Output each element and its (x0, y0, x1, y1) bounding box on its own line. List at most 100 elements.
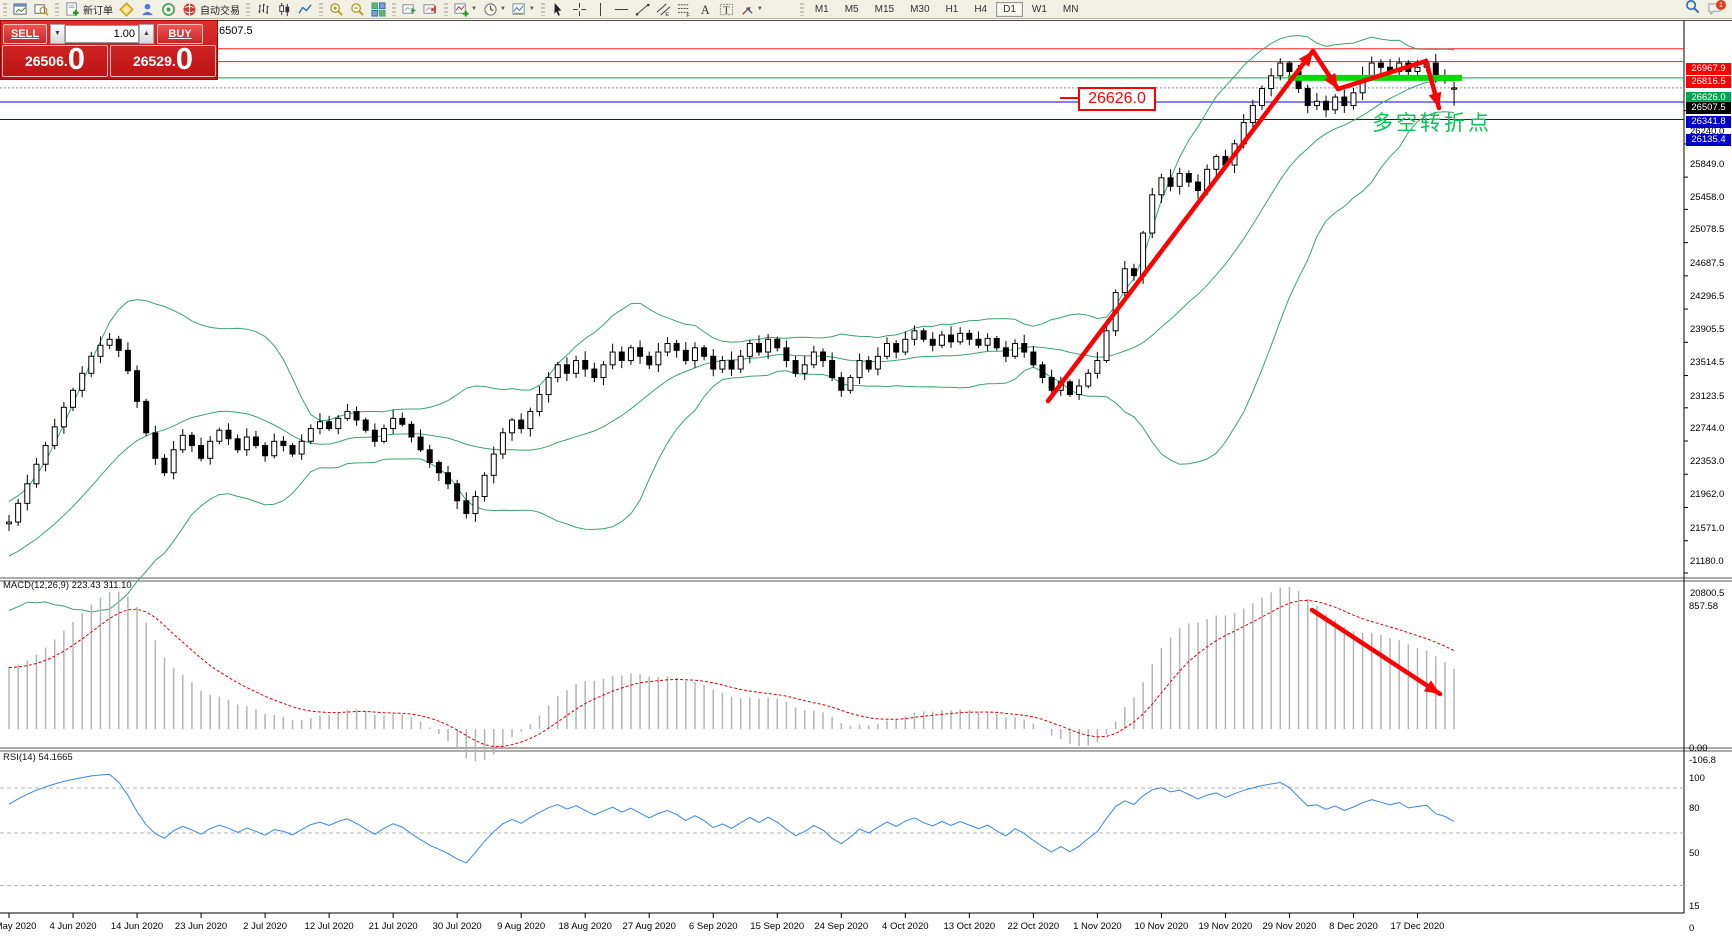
signals-button[interactable] (158, 1, 179, 18)
toolbar-right: 1 (1685, 0, 1732, 19)
date-label: 13 Oct 2020 (943, 921, 996, 932)
zoom-out-icon (350, 2, 365, 17)
timeframe-h1[interactable]: H1 (945, 3, 959, 15)
timeframe-m5[interactable]: M5 (844, 3, 859, 15)
new-order-button[interactable]: 新订单 (62, 1, 116, 18)
community-button[interactable] (137, 1, 158, 18)
timeframe-mn[interactable]: MN (1062, 3, 1079, 15)
timeframe-m30[interactable]: M30 (910, 3, 930, 15)
chart-shift-button[interactable] (420, 1, 441, 18)
date-label: 29 Nov 2020 (1262, 921, 1317, 932)
community-icon (140, 2, 155, 17)
bid-price[interactable]: 26506. 0 (2, 43, 108, 77)
metaeditor-button[interactable] (116, 1, 137, 18)
tile-windows-button[interactable] (368, 1, 389, 18)
candles-chart-button[interactable] (274, 1, 295, 18)
chevron-down-icon: ▼ (499, 6, 506, 12)
macd-label: MACD(12,26,9) 223.43 311.10 (3, 580, 132, 591)
volume-input[interactable] (65, 24, 139, 43)
templates-button[interactable]: ▼ (509, 1, 538, 18)
timeframe-m1[interactable]: M1 (814, 3, 829, 15)
zoom-in-button[interactable] (326, 1, 347, 18)
arrows-button[interactable]: ▼ (737, 1, 766, 18)
svg-text:T: T (723, 5, 730, 16)
trendline-icon (635, 2, 650, 17)
vline-button[interactable] (590, 1, 611, 18)
text-label-button[interactable]: T (716, 1, 737, 18)
chevron-down-icon: ▼ (471, 6, 477, 12)
timeframe-h4[interactable]: H4 (974, 3, 988, 15)
timeframe-w1[interactable]: W1 (1031, 3, 1047, 15)
new-chart-button[interactable] (10, 1, 31, 18)
new-chart-icon (13, 2, 28, 17)
autotrading-icon (182, 2, 197, 17)
axis-tick-label: 26240.0 (1690, 125, 1725, 137)
cursor-button[interactable] (548, 1, 569, 18)
autotrading-button[interactable]: 自动交易 (179, 1, 243, 18)
metaeditor-icon (119, 1, 134, 17)
notification-badge: 1 (1716, 0, 1726, 10)
date-label: 18 Aug 2020 (558, 921, 612, 932)
volume-increase-button[interactable]: ▲ (139, 23, 154, 44)
date-label: 27 Aug 2020 (622, 921, 676, 932)
date-label: 4 Oct 2020 (882, 921, 929, 932)
toolbar-grip (540, 2, 545, 16)
trendline-button[interactable] (632, 1, 653, 18)
price-tag: 26507.5 (1686, 101, 1731, 114)
text-button[interactable]: A (695, 1, 716, 18)
chart-window: ▴ JPN225-,Daily 26492.5 26577.5 26297.5 … (0, 20, 1732, 942)
toolbar-grip (3, 2, 7, 16)
timeframe-m15[interactable]: M15 (874, 3, 895, 15)
bars-chart-button[interactable] (253, 1, 274, 18)
buy-button[interactable]: BUY (157, 23, 203, 44)
axis-tick-label: 24296.5 (1690, 290, 1725, 302)
date-label: 26 May 2020 (0, 921, 37, 932)
price-callout-dash (1060, 97, 1078, 99)
ask-price[interactable]: 26529. 0 (110, 43, 216, 77)
date-label: 21 Jul 2020 (368, 921, 418, 932)
zoom-out-button[interactable] (347, 1, 368, 18)
svg-text:F: F (686, 13, 690, 17)
rsi-axis-label: 80 (1689, 803, 1700, 814)
toolbar-grip (319, 2, 323, 16)
chart-canvas[interactable] (0, 21, 1732, 942)
date-label: 22 Oct 2020 (1007, 921, 1060, 932)
rsi-value: 54.1665 (38, 752, 73, 763)
axis-tick-label: 25849.0 (1690, 158, 1725, 170)
rsi-axis-label: 0 (1689, 923, 1695, 934)
toolbar-grip (392, 2, 396, 16)
hline-button[interactable] (611, 1, 632, 18)
axis-tick-label: 22353.0 (1690, 456, 1725, 468)
fibonacci-button[interactable]: F (674, 1, 695, 18)
date-label: 10 Nov 2020 (1134, 921, 1189, 932)
toolbar-grip (55, 2, 59, 16)
macd-axis-label: -106.8 (1689, 755, 1716, 766)
rsi-axis-label: 50 (1689, 848, 1700, 859)
date-label: 1 Nov 2020 (1073, 921, 1122, 932)
new-order-icon (65, 1, 80, 17)
notifications-icon[interactable]: 1 (1707, 0, 1726, 17)
channel-button[interactable]: E (653, 1, 674, 18)
crosshair-button[interactable] (569, 1, 590, 18)
price-tag: 26816.5 (1686, 75, 1731, 88)
date-label: 17 Dec 2020 (1390, 921, 1445, 932)
search-icon[interactable] (1685, 0, 1700, 19)
chart-profiles-button[interactable] (31, 1, 52, 18)
chinese-note-label: 多空转折点 (1372, 112, 1492, 135)
sell-button[interactable]: SELL (3, 23, 47, 44)
autoscroll-button[interactable] (399, 1, 420, 18)
rsi-label: RSI(14) 54.1665 (3, 752, 73, 763)
rsi-axis-label: 15 (1689, 900, 1700, 912)
periods-button[interactable]: ▼ (480, 1, 509, 18)
periods-icon (483, 2, 498, 17)
crosshair-icon (572, 2, 587, 17)
indicators-button[interactable]: ▼ (451, 1, 480, 18)
axis-tick-label: 25458.0 (1690, 192, 1725, 204)
line-chart-button[interactable] (295, 1, 316, 18)
date-label: 6 Sep 2020 (688, 921, 738, 932)
cursor-icon (551, 2, 566, 17)
axis-tick-label: 24687.5 (1690, 257, 1725, 269)
timeframe-d1[interactable]: D1 (996, 1, 1023, 17)
volume-decrease-button[interactable]: ▼ (50, 23, 65, 44)
